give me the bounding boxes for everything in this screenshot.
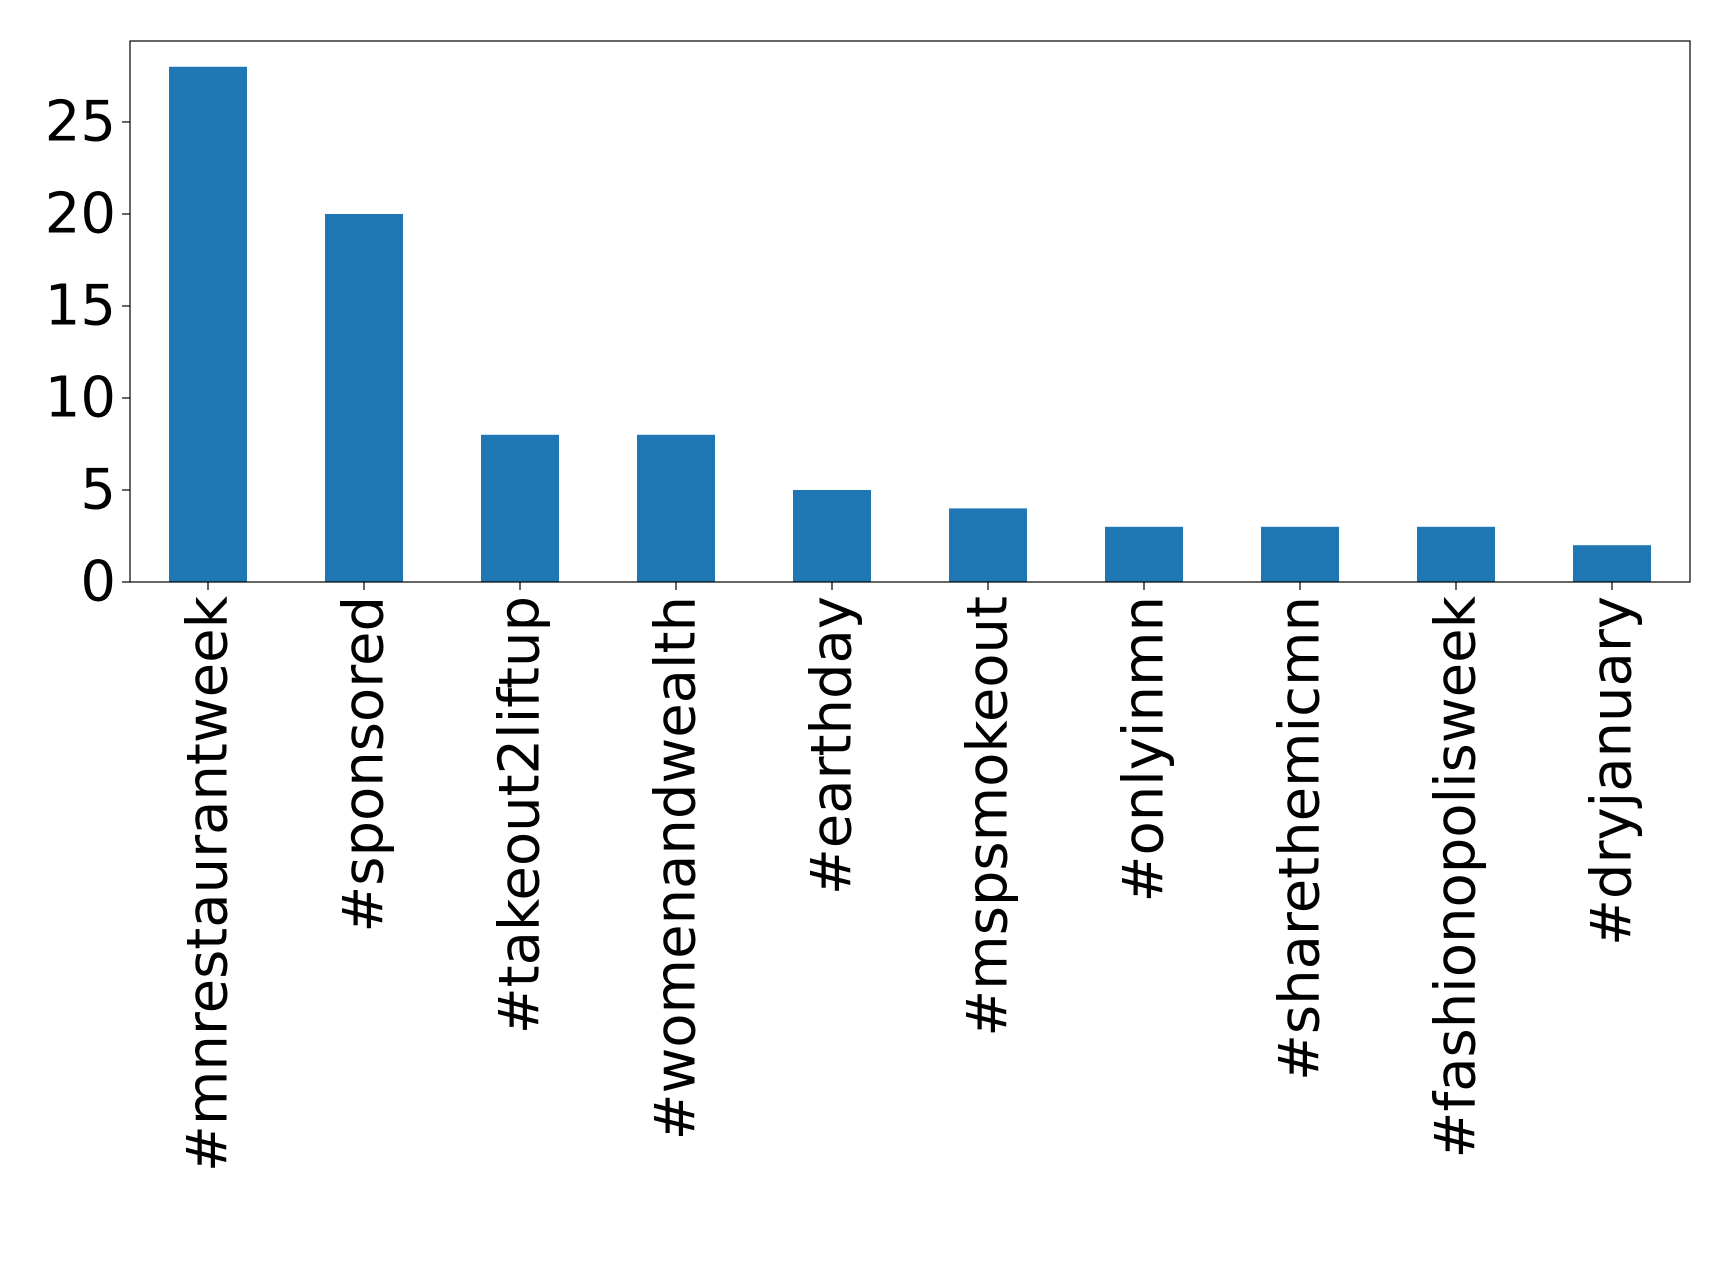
bar bbox=[1573, 545, 1651, 582]
bar bbox=[1105, 526, 1183, 582]
x-tick-label: #mspsmokeout bbox=[956, 596, 1021, 1037]
bar bbox=[325, 213, 403, 582]
x-tick-label: #sharethemicmn bbox=[1268, 596, 1333, 1081]
y-tick-label: 15 bbox=[45, 273, 116, 338]
bar bbox=[637, 434, 715, 582]
x-tick-label: #takeout2liftup bbox=[488, 596, 553, 1034]
x-tick-label: #earthday bbox=[800, 596, 865, 895]
x-tick-label: #mnrestaurantweek bbox=[176, 595, 241, 1172]
y-tick-label: 5 bbox=[80, 457, 116, 522]
bar bbox=[169, 66, 247, 582]
y-tick-label: 10 bbox=[45, 365, 116, 430]
bars-layer bbox=[169, 66, 1651, 582]
bar bbox=[793, 489, 871, 582]
x-tick-label: #onlyinmn bbox=[1112, 596, 1177, 902]
y-tick-label: 20 bbox=[45, 181, 116, 246]
ticks-layer bbox=[122, 121, 1613, 590]
x-tick-label: #dryjanuary bbox=[1580, 596, 1645, 946]
bar bbox=[1261, 526, 1339, 582]
x-tick-label: #sponsored bbox=[332, 596, 397, 933]
x-tick-label: #womenandwealth bbox=[644, 596, 709, 1140]
labels-layer: 0 5 10 15 20 25 #mnrestaurantweek #sponsored #ta… bbox=[45, 89, 1645, 1172]
x-tick-label: #fashionopolisweek bbox=[1424, 595, 1489, 1158]
plot-frame bbox=[129, 40, 1691, 583]
axes-layer bbox=[129, 40, 1691, 583]
y-tick-label: 0 bbox=[80, 550, 116, 615]
bar bbox=[1417, 526, 1495, 582]
bar bbox=[949, 508, 1027, 582]
bar bbox=[481, 434, 559, 582]
y-tick-label: 25 bbox=[45, 89, 116, 154]
